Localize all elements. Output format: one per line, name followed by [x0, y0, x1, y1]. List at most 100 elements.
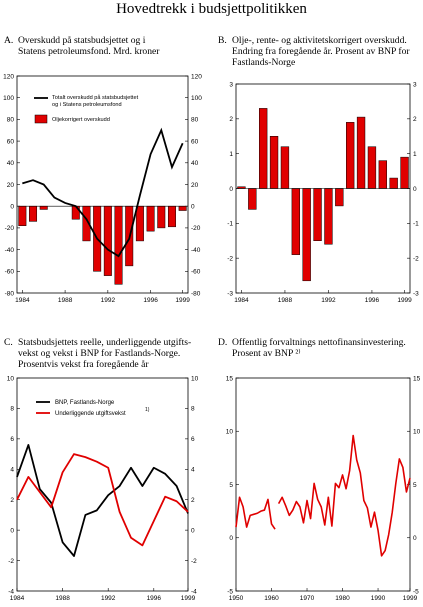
panel-c-title-line: Statsbudsjettets reelle, underliggende u… [18, 337, 192, 348]
panel-a-ytick-label-left: -40 [5, 247, 15, 254]
panel-c-ytick-label-left: 2 [10, 497, 14, 504]
panel-b-bar [367, 146, 377, 189]
panel-a-ytick-label-left: 60 [7, 138, 15, 145]
panel-c-title: C. Statsbudsjettets reelle, underliggende… [4, 337, 191, 370]
panel-c-xtick-label: 1984 [10, 595, 25, 602]
panel-c-ytick-label-right: 8 [191, 406, 195, 413]
panel-c-legend-footnote: 1) [145, 407, 150, 413]
panel-a-ytick-label-left: 120 [3, 73, 14, 80]
panel-a-xtick-label: 1992 [101, 297, 116, 304]
panel-b-bar [280, 146, 290, 189]
panel-a-ytick-label-right: 0 [191, 204, 195, 211]
panel-a-title-line: Statens petroleumsfond. Mrd. kroner [18, 46, 160, 57]
panel-d-ytick-label-right: 5 [413, 482, 417, 489]
panel-a-ytick-label-right: 20 [191, 182, 199, 189]
panel-c-ytick-label-right: -4 [191, 588, 197, 595]
panel-c-ytick-label-left: -2 [8, 558, 14, 565]
panel-c-ytick-label-left: 4 [10, 467, 14, 474]
panel-a-ytick-label-right: -80 [191, 290, 201, 297]
panel-a-ytick-label-right: 40 [191, 160, 199, 167]
panel-b-title-line: Endring fra foregående år. Prosent av BN… [232, 46, 410, 57]
panel-c-ytick-label-left: 10 [7, 375, 15, 382]
panel-a-ytick-label-left: 0 [10, 204, 14, 211]
panel-d-ytick-label-right: -5 [413, 588, 419, 595]
panel-d-xtick-label: 1990 [371, 595, 386, 602]
panel-b-title-line: Fastlands-Norge [232, 57, 296, 68]
panel-b-ytick-label-right: -3 [413, 290, 419, 297]
panel-a-ytick-label-left: 100 [3, 95, 14, 102]
panel-a-title: A. Overskudd på statsbudsjettet og i State… [4, 35, 159, 57]
panel-d-title-line: Offentlig forvaltnings nettofinansinvest… [232, 337, 406, 348]
panel-c-ytick-label-left: 0 [10, 527, 14, 534]
panel-c-ytick-label-right: 10 [191, 375, 199, 382]
panel-a-ytick-label-left: 80 [7, 117, 15, 124]
panel-d-xtick-label: 1970 [300, 595, 315, 602]
panel-d-title: D. Offentlig forvaltnings nettofinansinve… [218, 337, 406, 359]
panel-b-ytick-label-left: 3 [229, 81, 233, 88]
panel-d-ytick-label-left: 15 [226, 375, 234, 382]
panel-b-xtick-label: 1999 [397, 297, 412, 304]
panel-c-xtick-label: 1992 [101, 595, 116, 602]
panel-b-ytick-label-right: -2 [413, 255, 419, 262]
panel-a-ytick-label-right: -40 [191, 247, 201, 254]
panel-c-xtick-label: 1988 [55, 595, 70, 602]
panel-b-ytick-label-right: -1 [413, 221, 419, 228]
panel-a-xtick-label: 1984 [15, 297, 30, 304]
panel-c-title-line: Prosentvis vekst fra foregående år [18, 359, 149, 370]
panel-a-ytick-label-right: -20 [191, 225, 201, 232]
panel-a-ytick-label-right: 120 [191, 73, 202, 80]
panel-b-bar [269, 136, 279, 189]
panel-b-bar [335, 188, 344, 207]
panel-d-ytick-label-right: 10 [413, 429, 421, 436]
panel-b-xtick-label: 1996 [365, 297, 380, 304]
panel-d-ytick-label-right: 15 [413, 375, 421, 382]
panel-b-ytick-label-right: 1 [413, 151, 417, 158]
panel-c-ytick-label-right: 2 [191, 497, 195, 504]
panel-d-ytick-label-right: 0 [413, 535, 417, 542]
panel-a-bar [157, 205, 166, 229]
panel-a-legend-label: Oljekorrigert overskudd [52, 117, 110, 123]
panel-b-letter: B. [218, 35, 227, 46]
panel-a-letter: A. [4, 35, 14, 46]
panel-b-ytick-label-left: -1 [227, 221, 233, 228]
panel-a-legend-bar-swatch [34, 114, 48, 124]
panel-c-ytick-label-right: -2 [191, 558, 197, 565]
panel-b-bar [324, 188, 333, 245]
panel-c-title-line: vekst og vekst i BNP for Fastlands-Norge… [18, 348, 181, 359]
panel-b-bar [302, 188, 311, 282]
panel-b-ytick-label-right: 0 [413, 186, 417, 193]
panel-b-ytick-label-right: 2 [413, 116, 417, 123]
panel-b-xtick-label: 1992 [321, 297, 336, 304]
panel-a-line-series [22, 127, 184, 258]
panel-d-xtick-label: 1980 [335, 595, 350, 602]
panel-a-bar [29, 205, 38, 222]
panel-c-xtick-label: 1996 [147, 595, 162, 602]
panel-b-bar [378, 160, 387, 189]
panel-d-xtick-label: 1999 [403, 595, 418, 602]
panel-c-ytick-label-right: 6 [191, 436, 195, 443]
panel-b-bar [313, 188, 322, 241]
panel-b-bar [356, 116, 366, 189]
panel-d-title-line: Prosent av BNP ²⁾ [232, 348, 301, 359]
panel-c-xtick-label: 1999 [181, 595, 196, 602]
panel-a-bar [167, 205, 176, 228]
panel-a-ytick-label-left: -60 [5, 269, 15, 276]
panel-c-legend-label: Underliggende utgiftsvekst [55, 411, 126, 417]
panel-d-xtick-label: 1960 [264, 595, 279, 602]
panel-d-ytick-label-left: -5 [227, 588, 233, 595]
panel-a-xtick-label: 1996 [143, 297, 158, 304]
panel-a-legend-label: Totalt overskudd på statsbudsjettet [52, 94, 139, 101]
panel-b-ytick-label-right: 3 [413, 81, 417, 88]
panel-a-ytick-label-right: 100 [191, 95, 202, 102]
panel-b-ytick-label-left: -2 [227, 255, 233, 262]
panel-d-xtick-label: 1950 [229, 595, 244, 602]
panel-b-xtick-label: 1988 [278, 297, 293, 304]
panel-a-ytick-label-right: 60 [191, 138, 199, 145]
panel-a-bar [18, 205, 27, 226]
panel-b-xtick-label: 1984 [234, 297, 249, 304]
panel-d-ytick-label-left: 0 [229, 535, 233, 542]
panel-c-line-series [16, 444, 189, 557]
panel-b-bar [259, 108, 268, 189]
panel-c-ytick-label-left: 6 [10, 436, 14, 443]
